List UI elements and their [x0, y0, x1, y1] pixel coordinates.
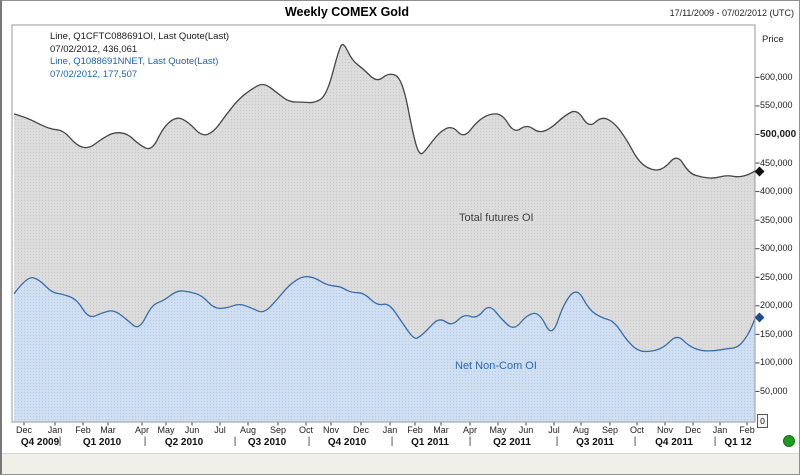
zero-badge: 0: [757, 414, 768, 428]
chart-title: Weekly COMEX Gold: [284, 5, 410, 19]
legend-line-net-quote: 07/02/2012, 177,507: [50, 68, 138, 80]
status-green-dot-icon: [783, 435, 795, 447]
series-label-total-futures-oi: Total futures OI: [459, 212, 534, 224]
plot-frame: [11, 24, 756, 423]
date-range-label: 17/11/2009 - 07/02/2012 (UTC): [669, 8, 794, 18]
legend: Line, Q1CFTC088691OI, Last Quote(Last) 0…: [50, 31, 229, 81]
legend-line-total-id: Line, Q1CFTC088691OI, Last Quote(Last): [50, 31, 230, 42]
area-net-non-com-oi-line: [13, 275, 755, 353]
plot-area[interactable]: [13, 43, 755, 422]
area-net-non-com-oi: [14, 276, 755, 422]
series-label-net-non-com-oi: Net Non-Com OI: [455, 360, 537, 372]
legend-line-total-quote: 07/02/2012, 436,061: [50, 43, 138, 55]
axis-tick-marks: [23, 76, 760, 426]
area-total-futures-oi-line: [13, 43, 755, 179]
price-axis-title: Price: [762, 34, 784, 45]
legend-line-net-id: Line, Q1088691NNET, Last Quote(Last): [50, 56, 219, 67]
window-bottom-margin: [2, 453, 799, 474]
